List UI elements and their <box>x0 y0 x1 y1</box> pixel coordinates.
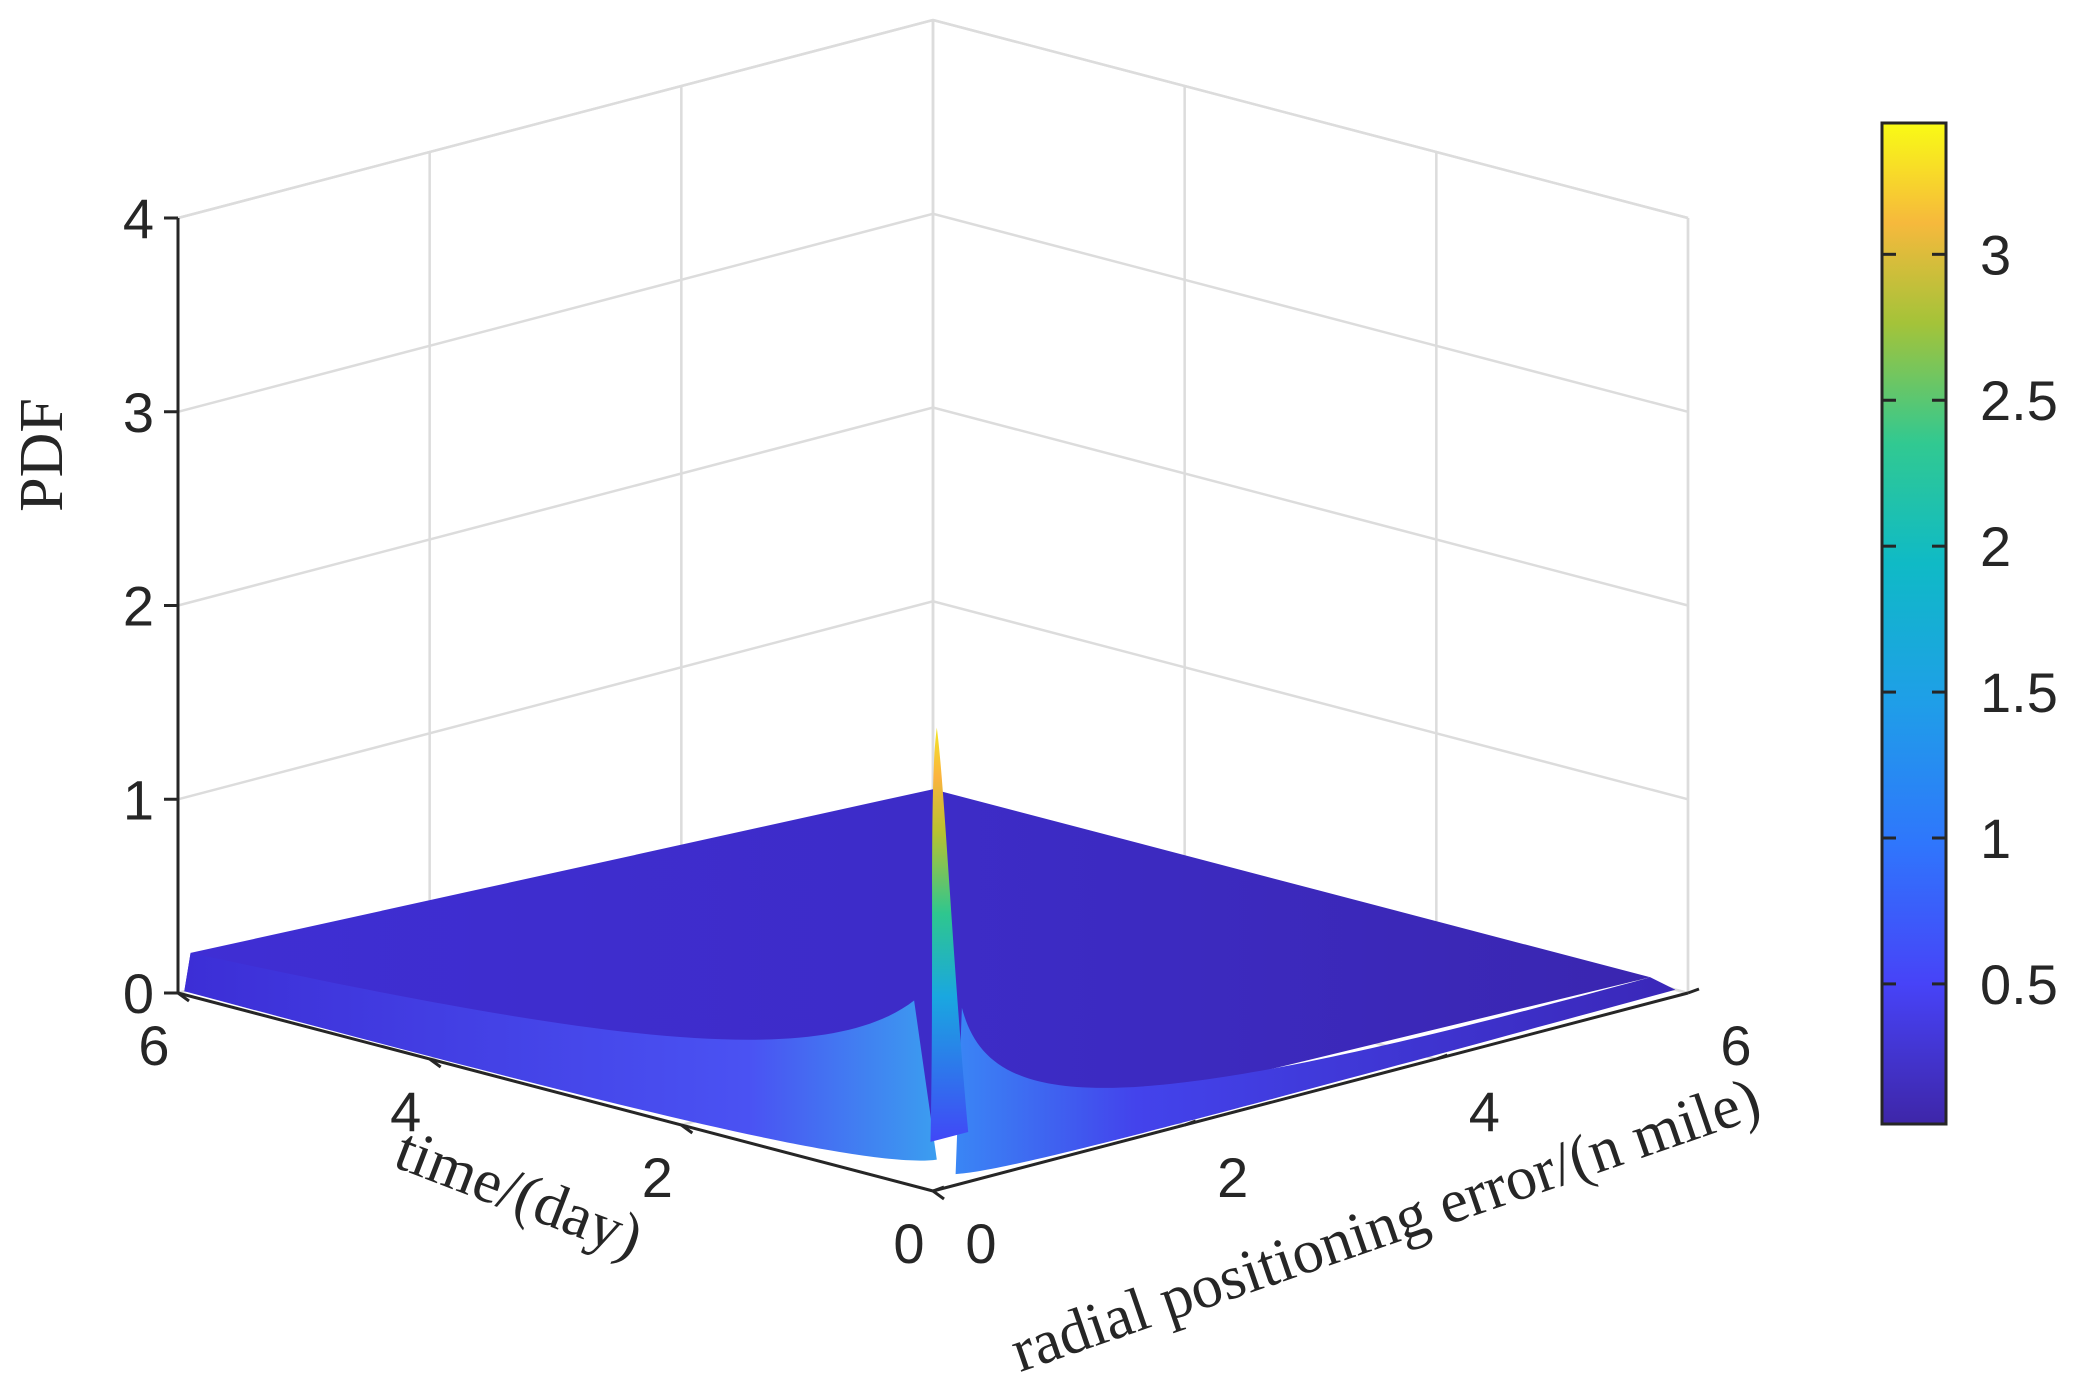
x-tick-label: 0 <box>965 1212 996 1275</box>
z-tick-label: 4 <box>123 187 154 250</box>
y-tick-label: 4 <box>390 1080 421 1143</box>
x-tick-mark <box>1184 1119 1197 1127</box>
colorbar-ticks: 0.5 1 1.5 2 2.5 3 <box>1882 223 2058 1016</box>
x-tick-mark <box>932 1185 945 1193</box>
colorbar-tick-label: 1.5 <box>1980 661 2058 724</box>
surface-left-flank <box>184 952 937 1161</box>
z-tick-label: 1 <box>123 768 154 831</box>
x-tick-label: 4 <box>1469 1080 1500 1143</box>
z-tick-label: 2 <box>123 575 154 638</box>
z-tick-label: 3 <box>123 381 154 444</box>
surface-right-flank <box>955 977 1676 1175</box>
y-tick-mark <box>932 1189 945 1201</box>
colorbar: 0.5 1 1.5 2 2.5 3 <box>1880 121 2058 1126</box>
colorbar-tick-label: 2 <box>1980 515 2011 578</box>
colorbar-tick-label: 1 <box>1980 807 2011 870</box>
colorbar-tick-label: 2.5 <box>1980 369 2058 432</box>
x-tick-mark <box>1687 987 1700 995</box>
x-tick-label: 6 <box>1720 1014 1751 1077</box>
y-axis-label: time/(day) <box>386 1115 651 1271</box>
colorbar-tick-label: 3 <box>1980 223 2011 286</box>
y-tick-label: 6 <box>138 1014 169 1077</box>
y-axis-line <box>177 991 934 1193</box>
x-axis-line <box>932 991 1689 1193</box>
surface-mesh <box>184 727 1676 1175</box>
x-tick-label: 2 <box>1217 1146 1248 1209</box>
y-tick-label: 0 <box>893 1212 924 1275</box>
z-tick-label: 0 <box>123 962 154 1025</box>
y-tick-mark <box>680 1123 694 1135</box>
y-tick-mark <box>177 991 190 1003</box>
colorbar-gradient <box>1880 121 1948 1126</box>
z-axis-label: PDF <box>8 398 76 512</box>
x-tick-mark <box>1435 1053 1448 1061</box>
y-tick-label: 2 <box>642 1146 673 1209</box>
colorbar-tick-label: 0.5 <box>1980 953 2058 1016</box>
y-tick-mark <box>428 1057 442 1069</box>
surface-peak <box>930 727 969 1142</box>
